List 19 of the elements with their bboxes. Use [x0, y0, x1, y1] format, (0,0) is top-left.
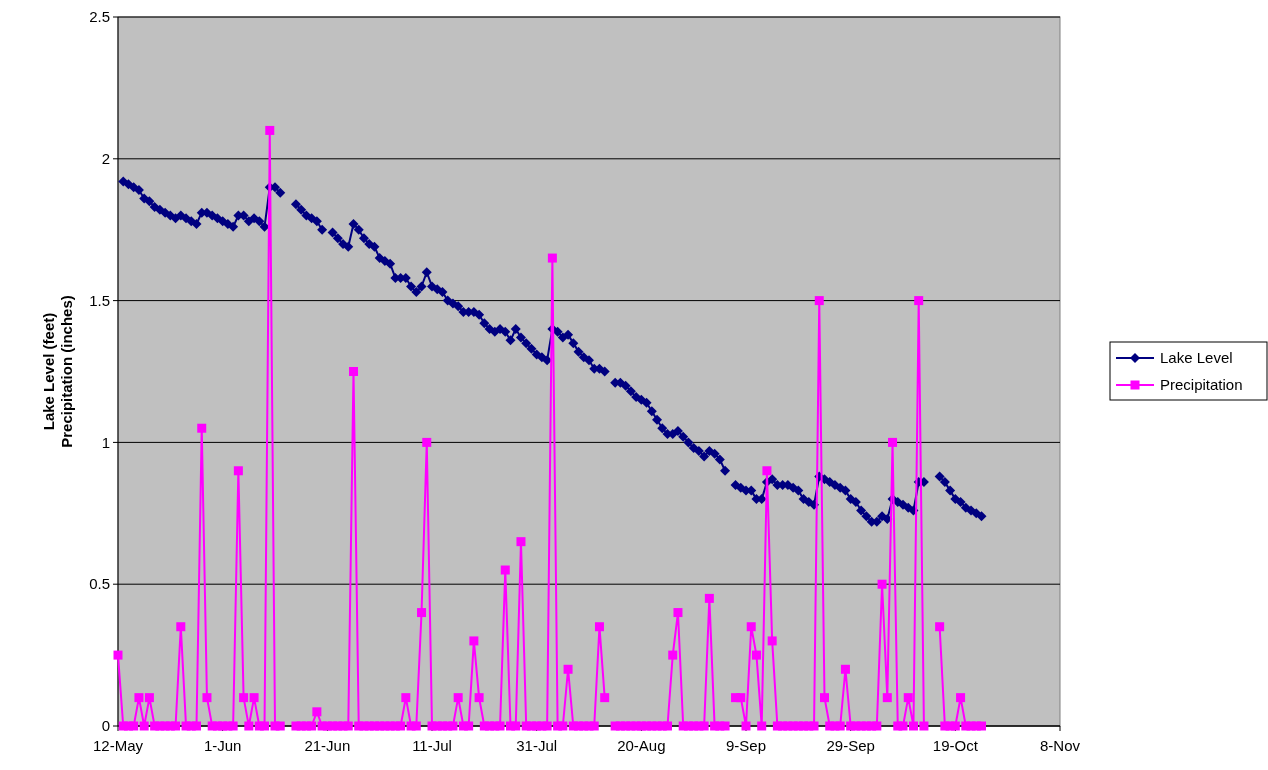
x-tick-label: 29-Sep	[826, 737, 875, 754]
x-tick-label: 11-Jul	[412, 737, 452, 754]
x-tick-label: 9-Sep	[725, 737, 767, 754]
x-tick-label: 21-Jun	[304, 737, 351, 754]
y-tick-label: 1.5	[89, 291, 110, 309]
x-tick-label: 8-Nov	[1039, 737, 1081, 754]
y-tick-label: 0.5	[89, 575, 110, 593]
y-tick-label: 0	[101, 717, 110, 735]
y-tick-label: 2	[101, 150, 110, 168]
x-tick-label: 1-Jun	[203, 737, 242, 754]
y-tick-label: 2.5	[89, 8, 110, 26]
x-tick-label: 31-Jul	[516, 737, 558, 754]
y-axis-title: Lake Level (feet) Precipitation (inches)	[40, 295, 75, 448]
x-tick-label: 19-Oct	[932, 737, 979, 754]
x-tick-label: 12-May	[92, 737, 144, 754]
y-tick-label: 1	[101, 433, 110, 451]
legend-label: Precipitation	[1160, 376, 1243, 394]
x-tick-label: 20-Aug	[617, 737, 666, 754]
legend-label: Lake Level	[1160, 349, 1233, 367]
